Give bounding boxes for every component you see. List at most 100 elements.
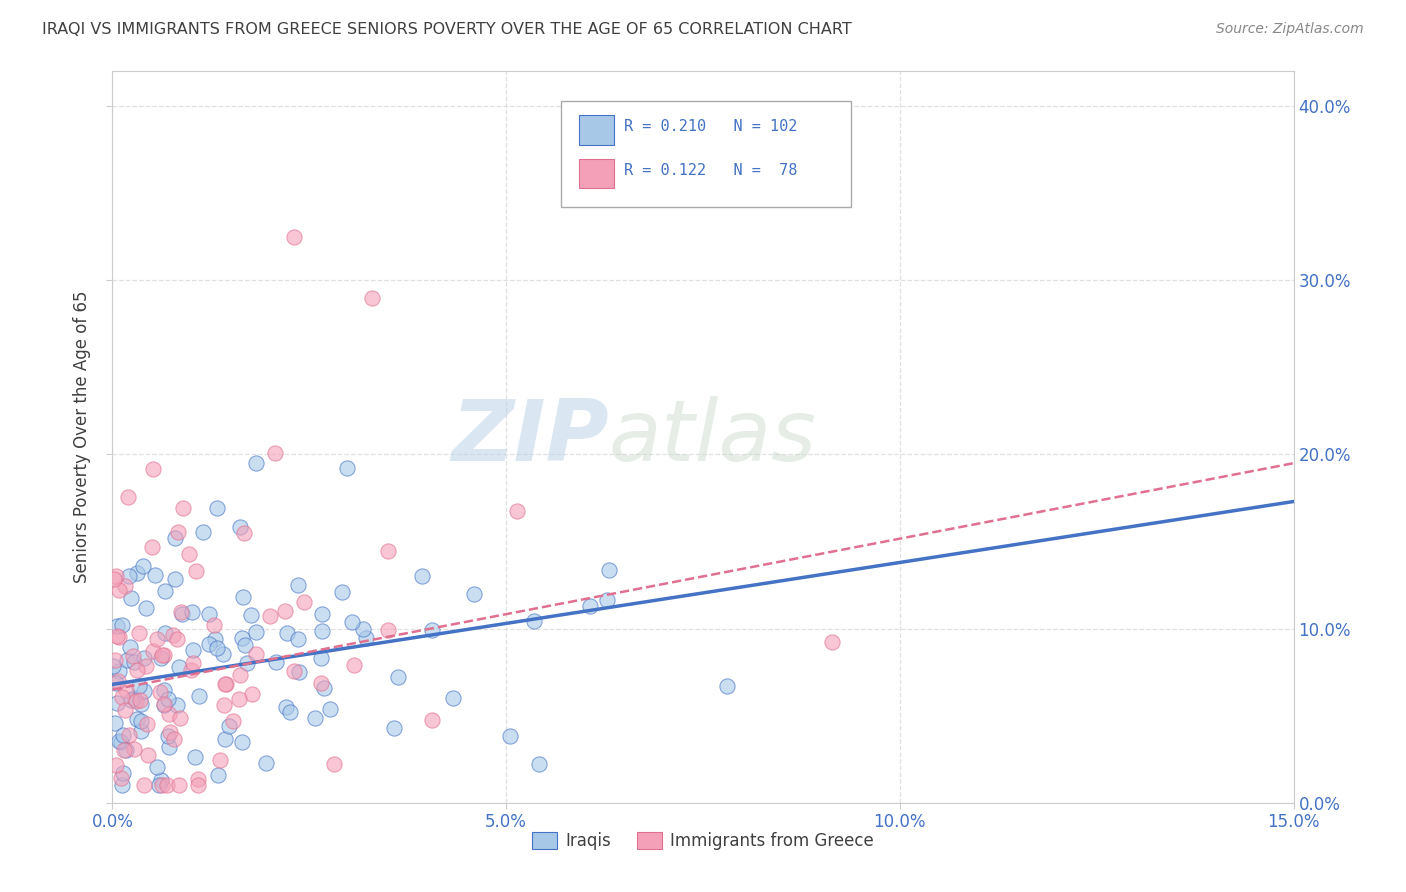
Point	[132, 650, 155, 665]
Point	[245, 648, 267, 662]
Point	[352, 622, 374, 636]
Point	[135, 601, 157, 615]
Point	[215, 677, 238, 691]
Point	[245, 624, 267, 639]
Point	[105, 629, 128, 643]
Point	[122, 742, 145, 756]
Point	[278, 705, 301, 719]
Point	[336, 461, 359, 475]
Point	[499, 729, 522, 743]
Point	[264, 655, 287, 669]
Point	[181, 643, 204, 657]
Point	[150, 650, 173, 665]
Point	[150, 773, 173, 788]
Point	[128, 625, 150, 640]
Point	[162, 628, 184, 642]
Point	[157, 706, 180, 721]
Point	[288, 665, 311, 679]
Point	[153, 648, 176, 662]
Point	[122, 655, 145, 669]
Point	[111, 618, 134, 632]
Point	[228, 519, 250, 533]
Point	[110, 735, 132, 749]
Point	[129, 724, 152, 739]
Point	[312, 681, 335, 696]
Point	[127, 663, 149, 677]
Point	[150, 778, 173, 792]
Point	[136, 717, 159, 731]
Legend: Iraqis, Immigrants from Greece: Iraqis, Immigrants from Greece	[526, 825, 880, 856]
Text: atlas: atlas	[609, 395, 817, 479]
Point	[198, 607, 221, 622]
Point	[143, 568, 166, 582]
Point	[107, 631, 129, 645]
Point	[420, 623, 443, 637]
Point	[441, 691, 464, 706]
Point	[287, 632, 309, 646]
Point	[145, 632, 167, 647]
Point	[184, 564, 207, 578]
Point	[115, 653, 138, 667]
Point	[114, 742, 136, 756]
Point	[330, 584, 353, 599]
Point	[156, 778, 179, 792]
Point	[232, 591, 254, 605]
Point	[235, 657, 257, 671]
Point	[125, 566, 148, 580]
Point	[276, 700, 298, 714]
Point	[112, 766, 135, 780]
Point	[340, 615, 363, 629]
Point	[117, 490, 139, 504]
Point	[212, 647, 235, 661]
Point	[132, 559, 155, 574]
Point	[132, 684, 155, 698]
Point	[239, 607, 262, 622]
Point	[231, 735, 253, 749]
Point	[165, 531, 187, 545]
Text: IRAQI VS IMMIGRANTS FROM GREECE SENIORS POVERTY OVER THE AGE OF 65 CORRELATION C: IRAQI VS IMMIGRANTS FROM GREECE SENIORS …	[42, 22, 852, 37]
Point	[191, 524, 214, 539]
Point	[166, 632, 188, 646]
Point	[212, 698, 235, 712]
Point	[111, 778, 134, 792]
Point	[311, 624, 333, 638]
Point	[204, 632, 226, 646]
Point	[152, 698, 174, 712]
Point	[506, 504, 529, 518]
Point	[463, 587, 485, 601]
Point	[276, 626, 298, 640]
Point	[311, 650, 333, 665]
Point	[382, 721, 405, 735]
Point	[180, 663, 202, 677]
Point	[264, 446, 287, 460]
FancyBboxPatch shape	[561, 101, 851, 207]
Point	[166, 698, 188, 713]
Point	[354, 631, 377, 645]
Point	[108, 733, 131, 747]
Point	[128, 679, 150, 693]
Point	[274, 604, 297, 618]
Point	[120, 591, 142, 605]
Point	[186, 778, 208, 792]
FancyBboxPatch shape	[579, 115, 614, 145]
FancyBboxPatch shape	[579, 159, 614, 188]
Point	[131, 714, 153, 729]
Point	[166, 524, 188, 539]
Point	[152, 648, 174, 662]
Point	[108, 664, 131, 678]
Point	[155, 626, 177, 640]
Point	[183, 656, 205, 670]
Point	[162, 732, 184, 747]
Point	[167, 660, 190, 674]
Point	[148, 778, 170, 792]
Point	[125, 693, 148, 707]
Point	[205, 501, 228, 516]
Point	[169, 711, 191, 725]
Point	[319, 702, 342, 716]
Point	[311, 607, 333, 621]
Point	[304, 711, 326, 725]
Point	[180, 605, 202, 619]
Point	[183, 750, 205, 764]
Point	[122, 691, 145, 706]
Point	[527, 756, 550, 771]
